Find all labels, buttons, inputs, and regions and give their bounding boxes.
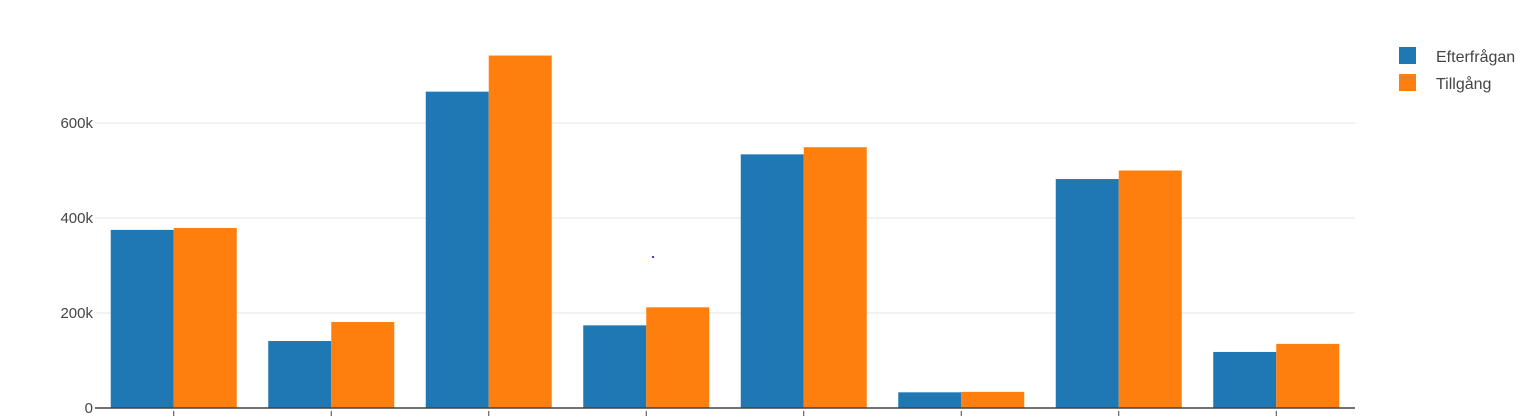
bars [110, 55, 1340, 409]
bar-tillgang-2[interactable] [331, 322, 395, 408]
y-tick-label: 600k [60, 115, 93, 132]
legend-swatch-efterfragan[interactable] [1399, 47, 1416, 64]
legend[interactable]: Efterfrågan Tillgång [1399, 47, 1515, 93]
y-tick-label: 200k [60, 305, 93, 322]
stray-dot [652, 256, 654, 258]
bar-tillgang-4[interactable] [646, 307, 710, 408]
bar-efterfragan-5[interactable] [740, 154, 804, 408]
bar-tillgang-5[interactable] [803, 147, 867, 408]
bar-efterfragan-3[interactable] [425, 91, 489, 409]
y-axis-ticks: 0 200k 400k 600k [60, 115, 93, 416]
y-tick-label: 400k [60, 210, 93, 227]
legend-swatch-tillgang[interactable] [1399, 74, 1416, 91]
bar-efterfragan-7[interactable] [1055, 179, 1119, 408]
bar-tillgang-8[interactable] [1276, 343, 1340, 408]
bar-efterfragan-2[interactable] [268, 341, 332, 408]
x-axis-ticks [173, 411, 1277, 416]
bar-efterfragan-1[interactable] [110, 229, 174, 408]
bar-efterfragan-4[interactable] [583, 325, 647, 408]
bar-efterfragan-6[interactable] [898, 392, 962, 408]
bar-tillgang-6[interactable] [961, 391, 1025, 408]
y-tick-label: 0 [85, 400, 93, 416]
legend-label-tillgang[interactable]: Tillgång [1436, 75, 1491, 93]
bar-tillgang-1[interactable] [173, 227, 237, 408]
legend-label-efterfragan[interactable]: Efterfrågan [1436, 48, 1515, 66]
bar-efterfragan-8[interactable] [1213, 351, 1277, 408]
bar-tillgang-7[interactable] [1118, 170, 1182, 409]
bar-tillgang-3[interactable] [488, 55, 552, 409]
